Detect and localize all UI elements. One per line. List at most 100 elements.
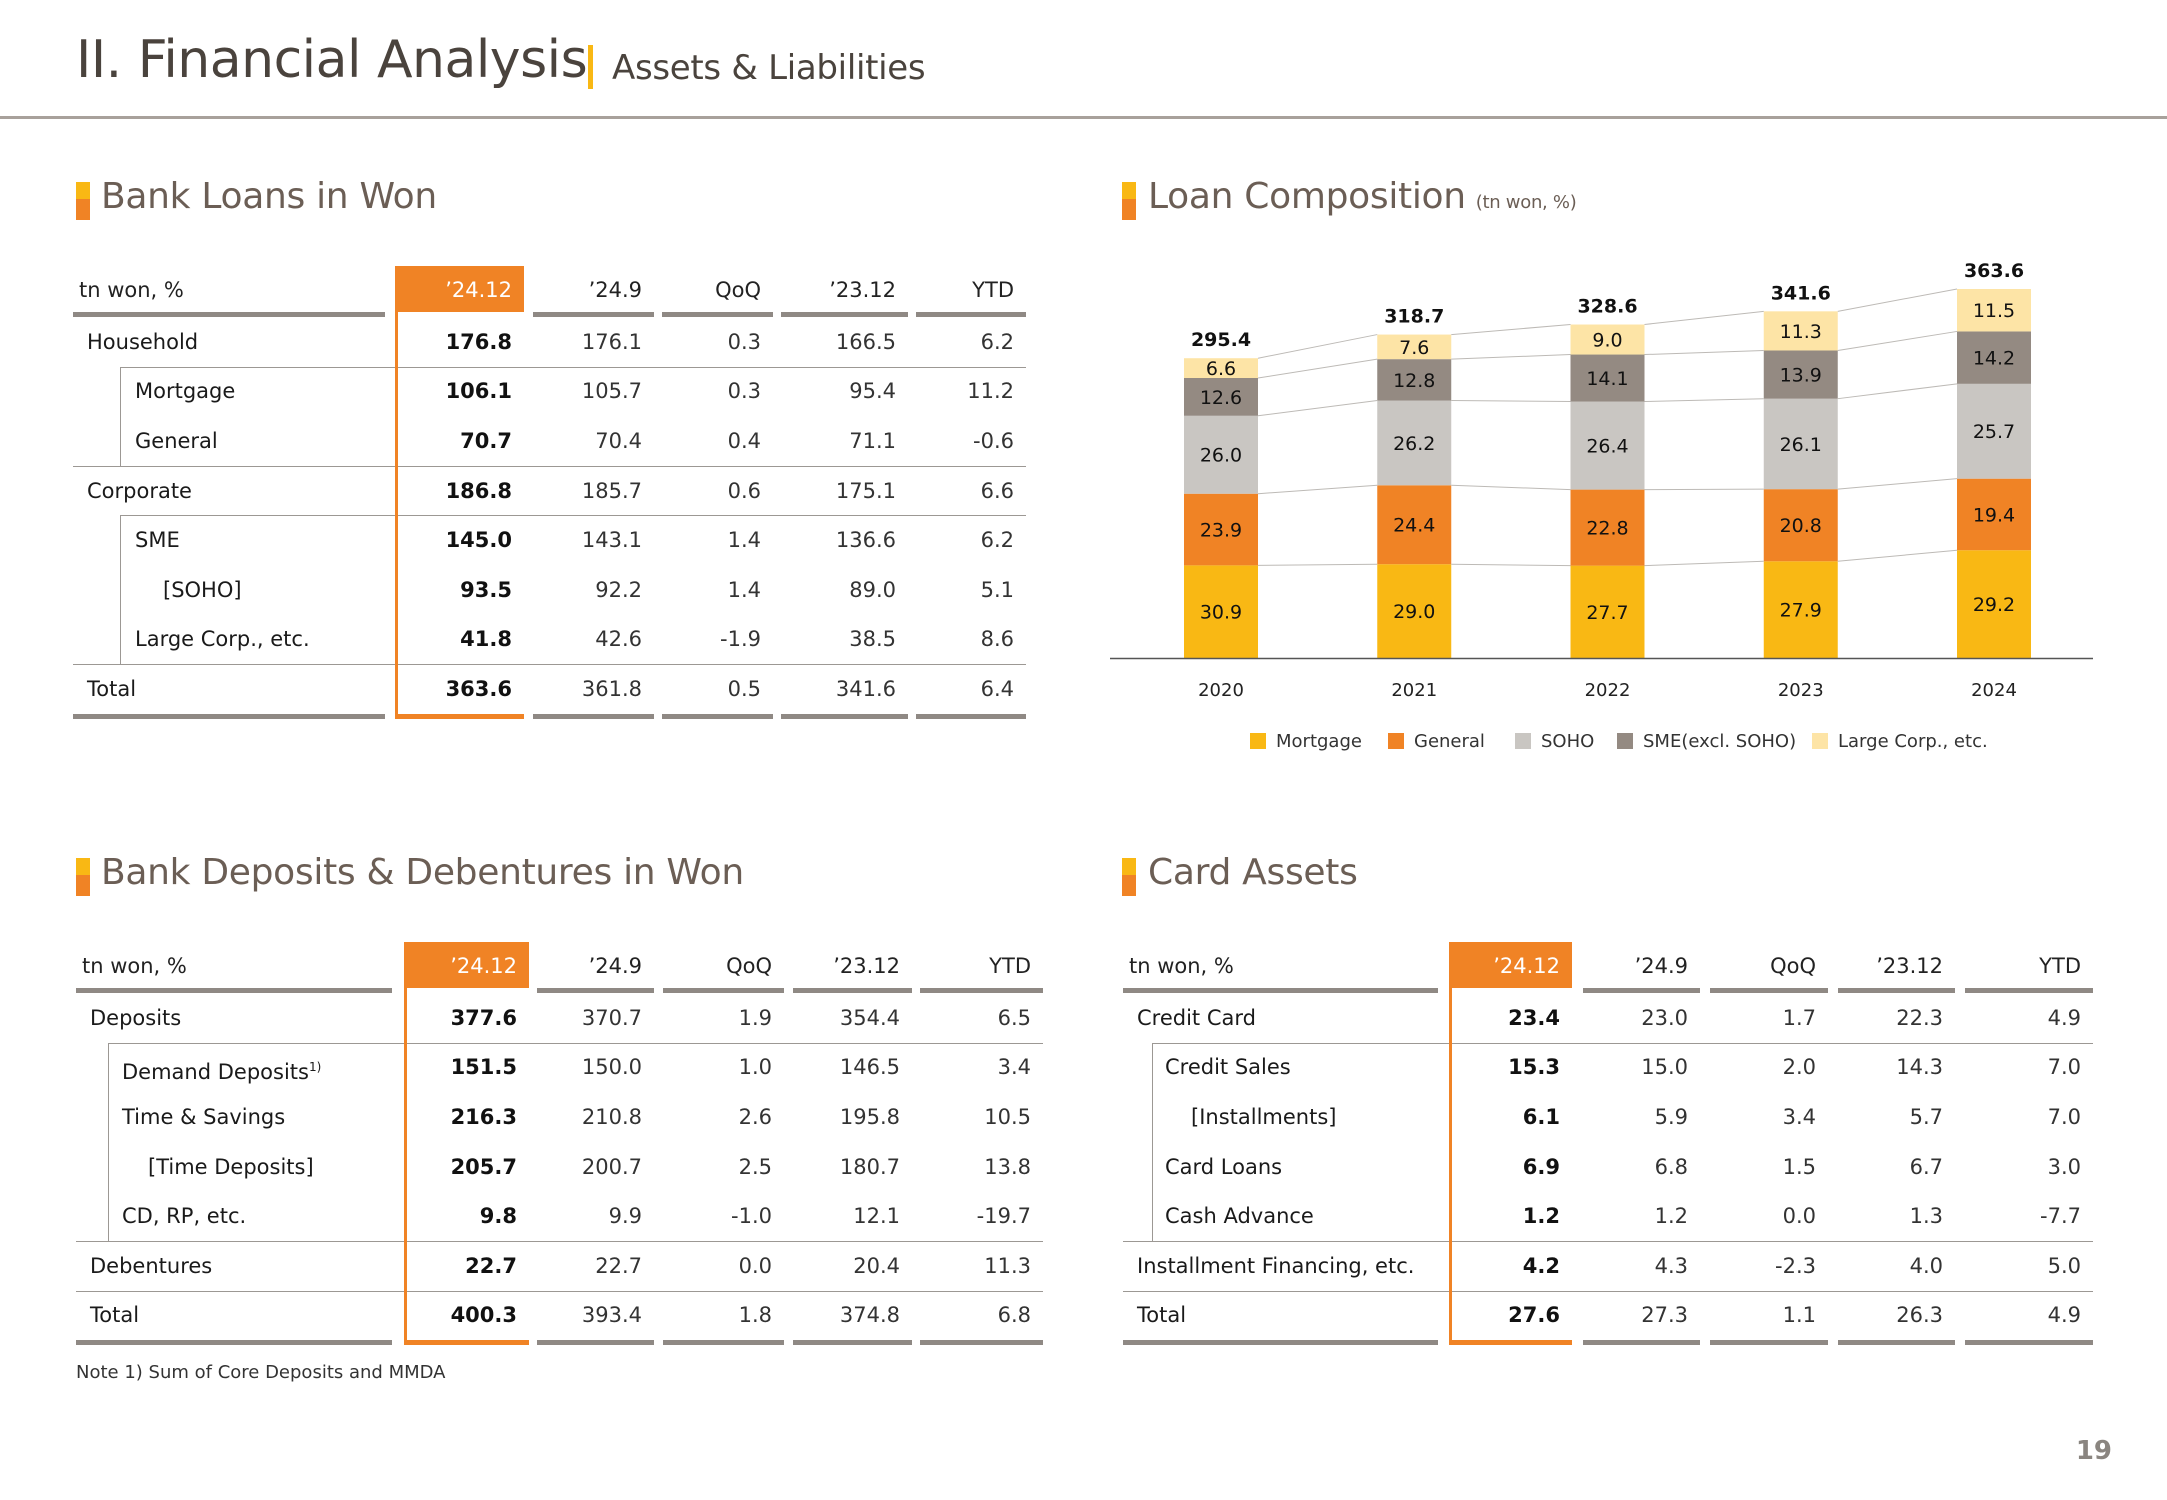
legend-label: Large Corp., etc. xyxy=(1838,731,1988,752)
bar-segment-label: 19.4 xyxy=(1973,504,2015,526)
bar-total-label: 328.6 xyxy=(1577,296,1637,318)
footer-rule xyxy=(662,713,773,719)
current-column-highlight xyxy=(395,312,524,719)
row-label-text: Card Loans xyxy=(1165,1154,1283,1179)
table-cell-value: -1.0 xyxy=(731,1204,772,1229)
table-cell-value: 176.8 xyxy=(445,329,512,354)
table-cell-value: 4.2 xyxy=(1522,1253,1560,1278)
bar-total-label: 318.7 xyxy=(1384,306,1444,328)
table-cell-value: 145.0 xyxy=(445,528,512,553)
bar-segment xyxy=(1377,564,1452,658)
bar-segment-label: 29.0 xyxy=(1393,601,1435,623)
table-cell-value: 136.6 xyxy=(835,528,896,553)
row-divider xyxy=(120,515,1026,517)
section-marker-icon xyxy=(76,858,90,896)
table-cell-value: -2.3 xyxy=(1775,1253,1816,1278)
section-title-deposits: Bank Deposits & Debentures in Won xyxy=(101,852,744,893)
row-divider xyxy=(73,465,1026,467)
header-divider xyxy=(0,116,2167,119)
row-label-text: General xyxy=(135,429,218,453)
bar-segment-label: 26.4 xyxy=(1586,436,1628,458)
table-cell-value: 3.0 xyxy=(2047,1154,2081,1179)
bar-segment-label: 13.9 xyxy=(1780,365,1822,387)
table-cell-value: 195.8 xyxy=(839,1105,900,1129)
bar-segment xyxy=(1763,489,1838,562)
table-cell-value: 5.7 xyxy=(1909,1105,1943,1129)
connector-line xyxy=(1644,560,1764,567)
header-rule xyxy=(1123,988,1438,993)
bar-segment-label: 27.7 xyxy=(1586,602,1628,624)
row-label: SME xyxy=(135,527,180,553)
table-cell-value: 3.4 xyxy=(1782,1105,1816,1129)
header-rule xyxy=(73,312,385,317)
row-label: Debentures xyxy=(90,1253,212,1279)
table-cell-value: 22.3 xyxy=(1896,1005,1943,1030)
footer-rule xyxy=(533,713,654,719)
bar-segment-label: 25.7 xyxy=(1973,421,2015,443)
table-cell-value: 393.4 xyxy=(581,1303,642,1328)
table-cell-value: 4.3 xyxy=(1654,1253,1688,1278)
bar-segment-label: 14.1 xyxy=(1586,368,1628,390)
footnote: Note 1) Sum of Core Deposits and MMDA xyxy=(76,1362,446,1383)
table-cell-value: 4.0 xyxy=(1909,1253,1943,1278)
footer-rule xyxy=(1583,1340,1700,1346)
column-header: QoQ xyxy=(1770,954,1816,978)
row-label: Cash Advance xyxy=(1165,1203,1314,1229)
row-label: Large Corp., etc. xyxy=(135,626,310,652)
column-header: ’24.9 xyxy=(1634,954,1688,978)
column-header-current-label: ’24.12 xyxy=(1493,954,1560,978)
loan-composition-chart: 30.9 23.9 26.0 12.6 6.6 295.4 2020 29.0 24.4 26.2… xyxy=(1110,260,2093,701)
connector-line xyxy=(1257,358,1378,379)
table-cell-value: 7.0 xyxy=(2047,1105,2081,1129)
bar-segment xyxy=(1570,354,1645,402)
bar-segment xyxy=(1184,415,1258,494)
footer-rule xyxy=(781,713,908,719)
table-cell-value: 6.2 xyxy=(980,329,1014,354)
bar-segment xyxy=(1377,359,1452,401)
table-cell-value: 71.1 xyxy=(849,429,896,453)
row-label: Deposits xyxy=(90,1005,181,1031)
row-label-text: Household xyxy=(87,329,199,354)
footer-rule xyxy=(793,1340,912,1346)
column-header-unit: tn won, % xyxy=(79,278,184,302)
bar-segment xyxy=(1377,485,1452,565)
bar-segment xyxy=(1570,401,1645,490)
header-rule xyxy=(916,312,1026,317)
table-cell-value: 150.0 xyxy=(581,1055,642,1080)
table-cell-value: 2.6 xyxy=(738,1105,772,1129)
bar-segment xyxy=(1184,493,1258,566)
table-cell-value: 11.2 xyxy=(967,379,1014,404)
table-cell-value: 41.8 xyxy=(460,627,512,652)
bar-segment-label: 11.3 xyxy=(1780,321,1822,343)
header-rule xyxy=(1965,988,2093,993)
legend-swatch-icon xyxy=(1812,733,1828,749)
table-cell-value: 374.8 xyxy=(839,1303,900,1328)
table-cell-value: 370.7 xyxy=(581,1005,642,1030)
table-cell-value: 0.6 xyxy=(727,478,761,503)
table-cell-value: 176.1 xyxy=(581,329,642,354)
connector-line xyxy=(1837,330,1958,351)
bar-segment xyxy=(1957,478,2031,551)
table-cell-value: 6.9 xyxy=(1522,1154,1560,1179)
row-label: [Time Deposits] xyxy=(148,1154,314,1180)
table-cell-value: 0.5 xyxy=(727,677,761,701)
column-header-current: ’24.12 xyxy=(395,266,524,312)
header-rule xyxy=(662,312,773,317)
legend-item: General xyxy=(1388,731,1485,752)
connector-line xyxy=(1451,563,1571,567)
row-divider xyxy=(73,664,1026,666)
section-marker-icon xyxy=(1122,858,1136,896)
table-cell-value: 4.9 xyxy=(2047,1005,2081,1030)
footer-rule xyxy=(73,713,385,719)
row-divider xyxy=(76,1290,1043,1292)
row-label-text: Cash Advance xyxy=(1165,1204,1314,1229)
row-label-text: [Installments] xyxy=(1191,1105,1337,1129)
row-divider xyxy=(120,366,1026,368)
legend-item: SME(excl. SOHO) xyxy=(1617,731,1796,752)
row-label-text: Total xyxy=(1137,1303,1187,1328)
bar-segment xyxy=(1763,398,1838,490)
connector-line xyxy=(1257,484,1378,495)
table-cell-value: 1.5 xyxy=(1782,1154,1816,1179)
table-cell-value: 22.7 xyxy=(595,1253,642,1278)
bar-total-label: 341.6 xyxy=(1771,282,1831,304)
